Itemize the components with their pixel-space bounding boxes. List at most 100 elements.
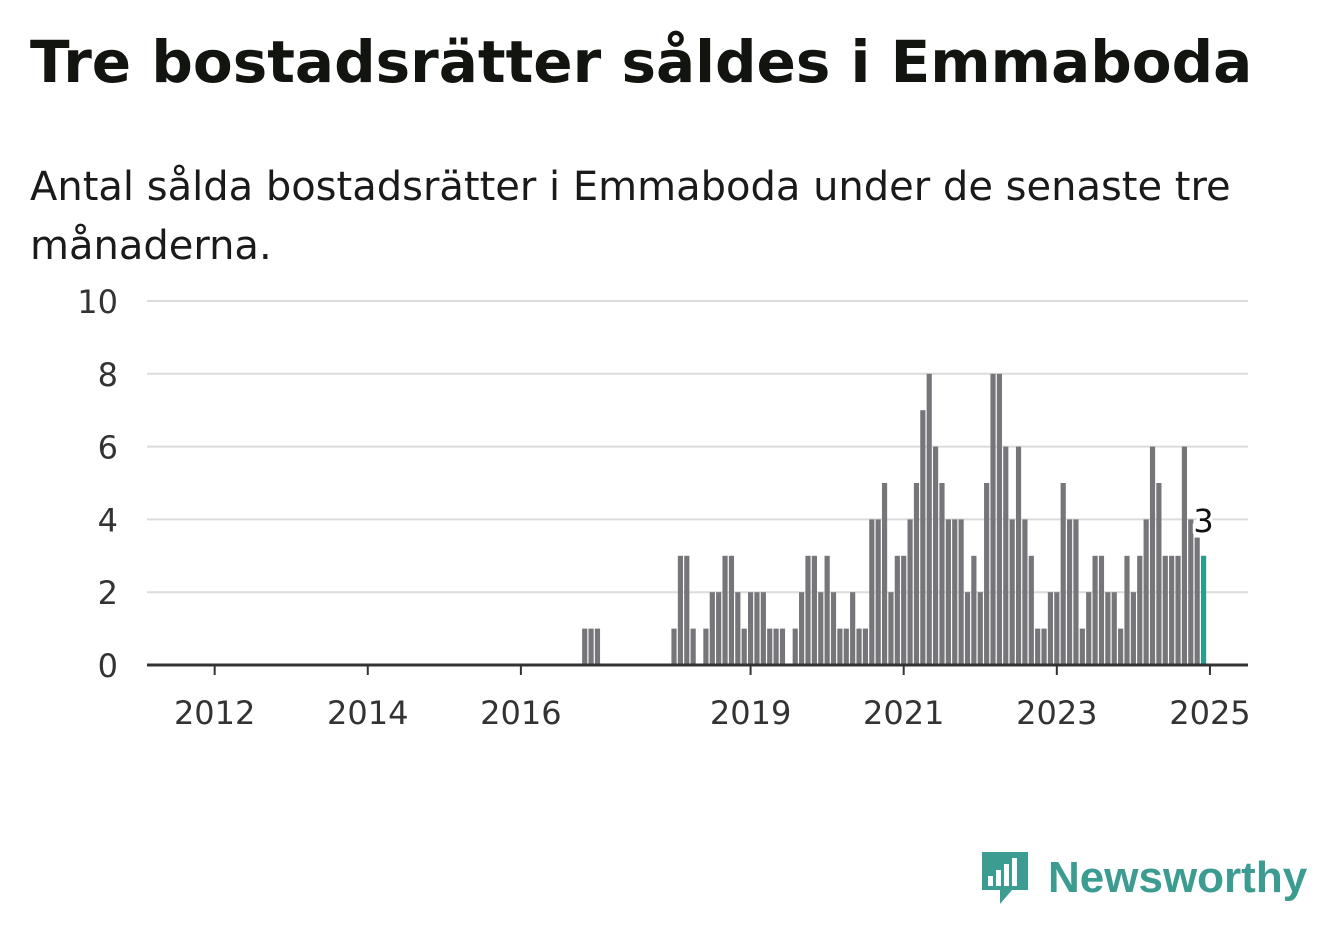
bar	[907, 519, 913, 665]
bar-chart: 0 2 4 6 8 10 2012 2014 2016 2019 2021 2023 2025 3	[77, 283, 1251, 732]
bar	[894, 555, 900, 665]
bar	[1169, 555, 1175, 665]
x-tick-label: 2012	[174, 694, 255, 732]
bars	[582, 373, 1207, 665]
bar	[703, 628, 709, 665]
x-tick-label: 2023	[1016, 694, 1097, 732]
bar	[677, 555, 683, 665]
annotations: 3	[1190, 499, 1216, 543]
chart-title: Tre bostadsrätter såldes i Emmaboda	[30, 28, 1253, 96]
bar	[869, 519, 875, 665]
bar	[933, 446, 939, 665]
bar	[709, 592, 715, 665]
bar	[1009, 519, 1015, 665]
bar	[850, 592, 856, 665]
bar	[1130, 592, 1136, 665]
last-value-label: 3	[1193, 502, 1213, 540]
bar	[990, 373, 996, 665]
bar	[1047, 592, 1054, 665]
newsworthy-logo: Newsworthy	[980, 848, 1307, 908]
bar	[741, 628, 747, 665]
bar	[690, 628, 696, 665]
y-tick-label: 6	[98, 429, 118, 467]
bar	[716, 592, 722, 665]
bar	[1079, 628, 1085, 665]
bar	[1143, 519, 1149, 665]
bar	[754, 592, 760, 665]
bar	[1105, 592, 1111, 665]
y-tick-label: 10	[77, 283, 118, 321]
bar	[856, 628, 862, 665]
bar	[1156, 483, 1162, 665]
bar	[773, 628, 779, 665]
bar	[1149, 446, 1156, 665]
bar	[1066, 519, 1073, 665]
bar	[779, 628, 786, 665]
bar	[1118, 628, 1124, 665]
bar	[1175, 555, 1181, 665]
y-tick-label: 4	[98, 501, 118, 539]
bar	[1003, 446, 1009, 665]
bar	[1092, 555, 1098, 665]
bar	[1111, 592, 1117, 665]
x-tick-label: 2019	[710, 694, 791, 732]
bar	[792, 628, 798, 665]
bar	[1162, 555, 1168, 665]
bar	[824, 555, 830, 665]
bar	[728, 555, 735, 665]
bar	[805, 555, 811, 665]
bar	[1194, 537, 1200, 665]
bar	[939, 483, 945, 665]
bar	[1124, 555, 1130, 665]
bar	[920, 410, 926, 665]
x-tick-label: 2014	[327, 694, 408, 732]
y-tick-label: 2	[98, 574, 118, 612]
bar	[881, 483, 888, 665]
x-tick-label: 2025	[1169, 694, 1250, 732]
brand-name: Newsworthy	[1048, 853, 1308, 902]
chart-subtitle: Antal sålda bostadsrätter i Emmaboda und…	[30, 164, 1231, 269]
bar	[964, 592, 971, 665]
bar	[722, 555, 728, 665]
bar	[875, 519, 881, 665]
bar	[1137, 555, 1143, 665]
x-axis: 2012 2014 2016 2019 2021 2023 2025	[147, 663, 1251, 732]
bar	[1086, 592, 1092, 665]
y-tick-label: 0	[98, 647, 118, 685]
bar	[1181, 446, 1188, 665]
bar	[582, 628, 588, 665]
y-tick-label: 8	[98, 356, 118, 394]
bar	[1098, 555, 1105, 665]
bar	[984, 483, 990, 665]
bar	[843, 628, 849, 665]
bar	[837, 628, 843, 665]
bar	[594, 628, 601, 665]
y-axis-ticks: 0 2 4 6 8 10	[77, 283, 118, 685]
bar	[901, 555, 907, 665]
bar	[799, 592, 805, 665]
bar	[1054, 592, 1060, 665]
bar	[747, 592, 754, 665]
highlighted-bar	[1200, 555, 1207, 665]
x-tick-label: 2016	[480, 694, 561, 732]
bar	[971, 555, 977, 665]
bar	[958, 519, 964, 665]
bar	[977, 592, 983, 665]
bar	[588, 628, 594, 665]
bar	[1073, 519, 1079, 665]
newsworthy-icon	[982, 852, 1028, 904]
bar	[952, 519, 958, 665]
bar	[1015, 446, 1022, 665]
bar	[996, 373, 1002, 665]
bar	[1060, 483, 1066, 665]
bar	[862, 628, 869, 665]
bar	[1188, 519, 1194, 665]
bar	[767, 628, 773, 665]
bar	[913, 483, 920, 665]
x-tick-label: 2021	[863, 694, 944, 732]
bar	[818, 592, 824, 665]
bar	[1041, 628, 1047, 665]
bar	[1022, 519, 1028, 665]
bar	[671, 628, 677, 665]
bar	[888, 592, 894, 665]
